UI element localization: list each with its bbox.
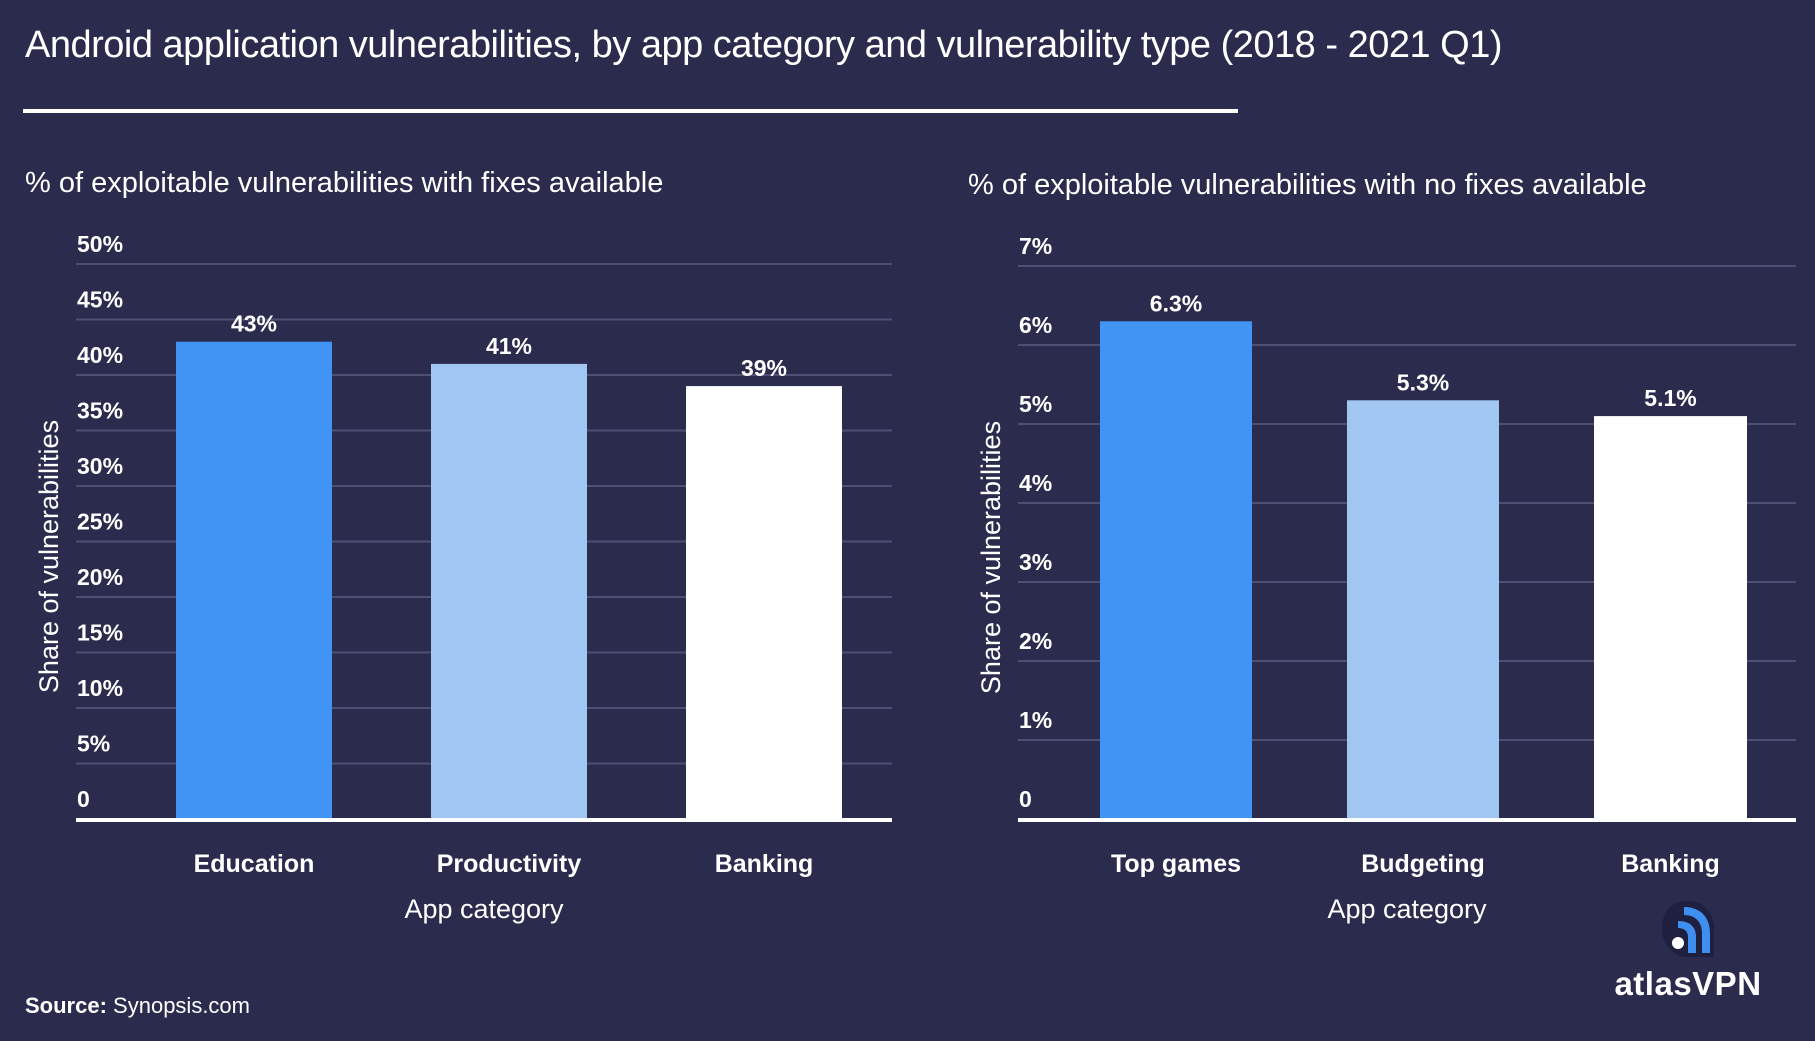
left-bar-value-label: 41% xyxy=(486,333,532,359)
right-y-tick-label: 3% xyxy=(1019,549,1052,575)
right-y-axis-title: Share of vulnerabilities xyxy=(976,421,1006,694)
left-chart-title: % of exploitable vulnerabilities with fi… xyxy=(25,167,664,199)
left-y-tick-label: 25% xyxy=(77,509,123,535)
left-bar-education xyxy=(176,341,332,819)
title-underline xyxy=(23,109,1238,113)
left-bar-productivity xyxy=(431,363,587,819)
logo-wordmark: atlasVPN xyxy=(1614,965,1762,1002)
right-y-tick-label: 5% xyxy=(1019,391,1052,417)
right-category-label: Top games xyxy=(1111,850,1241,878)
right-bar-top-games xyxy=(1100,321,1252,819)
right-y-tick-label: 2% xyxy=(1019,628,1052,654)
left-x-axis-title: App category xyxy=(404,894,564,924)
source-value: Synopsis.com xyxy=(113,993,250,1018)
left-category-label: Education xyxy=(194,850,315,878)
atlasvpn-logo: atlasVPN xyxy=(1598,895,1778,1015)
left-y-axis-title: Share of vulnerabilities xyxy=(34,420,64,693)
right-y-tick-label: 7% xyxy=(1019,233,1052,259)
left-y-tick-label: 30% xyxy=(77,453,123,479)
left-y-tick-label: 35% xyxy=(77,398,123,424)
right-bar-value-label: 5.3% xyxy=(1397,369,1449,395)
right-bar-value-label: 6.3% xyxy=(1150,290,1202,316)
left-bar-value-label: 39% xyxy=(741,355,787,381)
right-y-tick-label: 4% xyxy=(1019,470,1052,496)
left-category-label: Productivity xyxy=(437,850,582,878)
right-x-axis-title: App category xyxy=(1327,894,1487,924)
right-y-tick-label: 1% xyxy=(1019,707,1052,733)
right-bar-budgeting xyxy=(1347,400,1499,819)
left-bar-banking xyxy=(686,386,842,819)
atlas-signal-icon xyxy=(1662,901,1714,957)
left-y-tick-label: 10% xyxy=(77,675,123,701)
right-y-tick-label: 6% xyxy=(1019,312,1052,338)
right-category-label: Banking xyxy=(1621,850,1720,878)
right-bar-banking xyxy=(1594,416,1747,819)
page-title: Android application vulnerabilities, by … xyxy=(25,24,1503,66)
left-y-tick-label: 50% xyxy=(77,231,123,257)
left-y-tick-label: 20% xyxy=(77,564,123,590)
right-category-label: Budgeting xyxy=(1361,850,1485,878)
source-note: Source: Synopsis.com xyxy=(25,993,250,1019)
right-chart-title: % of exploitable vulnerabilities with no… xyxy=(968,169,1647,201)
left-y-tick-label: 15% xyxy=(77,620,123,646)
left-category-label: Banking xyxy=(715,850,814,878)
left-y-tick-label: 45% xyxy=(77,287,123,313)
left-y-tick-label: 5% xyxy=(77,731,110,757)
left-bar-value-label: 43% xyxy=(231,311,277,337)
right-y-tick-label: 0 xyxy=(1019,786,1032,812)
right-bar-value-label: 5.1% xyxy=(1644,385,1696,411)
source-label: Source: xyxy=(25,993,107,1018)
left-y-tick-label: 0 xyxy=(77,786,90,812)
left-y-tick-label: 40% xyxy=(77,342,123,368)
